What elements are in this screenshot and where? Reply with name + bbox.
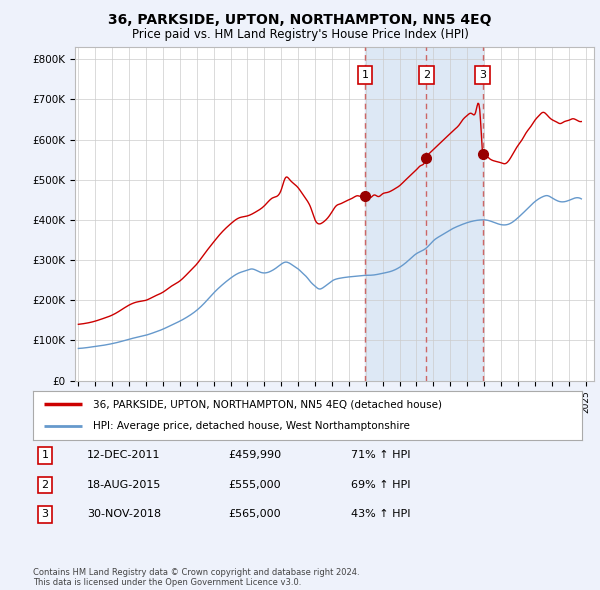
Text: £565,000: £565,000 [228, 510, 281, 519]
Bar [365, 47, 483, 381]
Text: £459,990: £459,990 [228, 451, 281, 460]
Text: Contains HM Land Registry data © Crown copyright and database right 2024.
This d: Contains HM Land Registry data © Crown c… [33, 568, 359, 587]
Text: 69% ↑ HPI: 69% ↑ HPI [351, 480, 410, 490]
Text: 2: 2 [41, 480, 49, 490]
Text: Price paid vs. HM Land Registry's House Price Index (HPI): Price paid vs. HM Land Registry's House … [131, 28, 469, 41]
Text: 3: 3 [41, 510, 49, 519]
Text: 43% ↑ HPI: 43% ↑ HPI [351, 510, 410, 519]
Text: 1: 1 [362, 70, 368, 80]
Text: 2: 2 [423, 70, 430, 80]
Text: 18-AUG-2015: 18-AUG-2015 [87, 480, 161, 490]
Text: HPI: Average price, detached house, West Northamptonshire: HPI: Average price, detached house, West… [94, 421, 410, 431]
Text: 36, PARKSIDE, UPTON, NORTHAMPTON, NN5 4EQ: 36, PARKSIDE, UPTON, NORTHAMPTON, NN5 4E… [108, 13, 492, 27]
Text: £555,000: £555,000 [228, 480, 281, 490]
Text: 36, PARKSIDE, UPTON, NORTHAMPTON, NN5 4EQ (detached house): 36, PARKSIDE, UPTON, NORTHAMPTON, NN5 4E… [94, 399, 442, 409]
Text: 30-NOV-2018: 30-NOV-2018 [87, 510, 161, 519]
Text: 1: 1 [41, 451, 49, 460]
Text: 71% ↑ HPI: 71% ↑ HPI [351, 451, 410, 460]
Text: 3: 3 [479, 70, 486, 80]
Text: 12-DEC-2011: 12-DEC-2011 [87, 451, 161, 460]
